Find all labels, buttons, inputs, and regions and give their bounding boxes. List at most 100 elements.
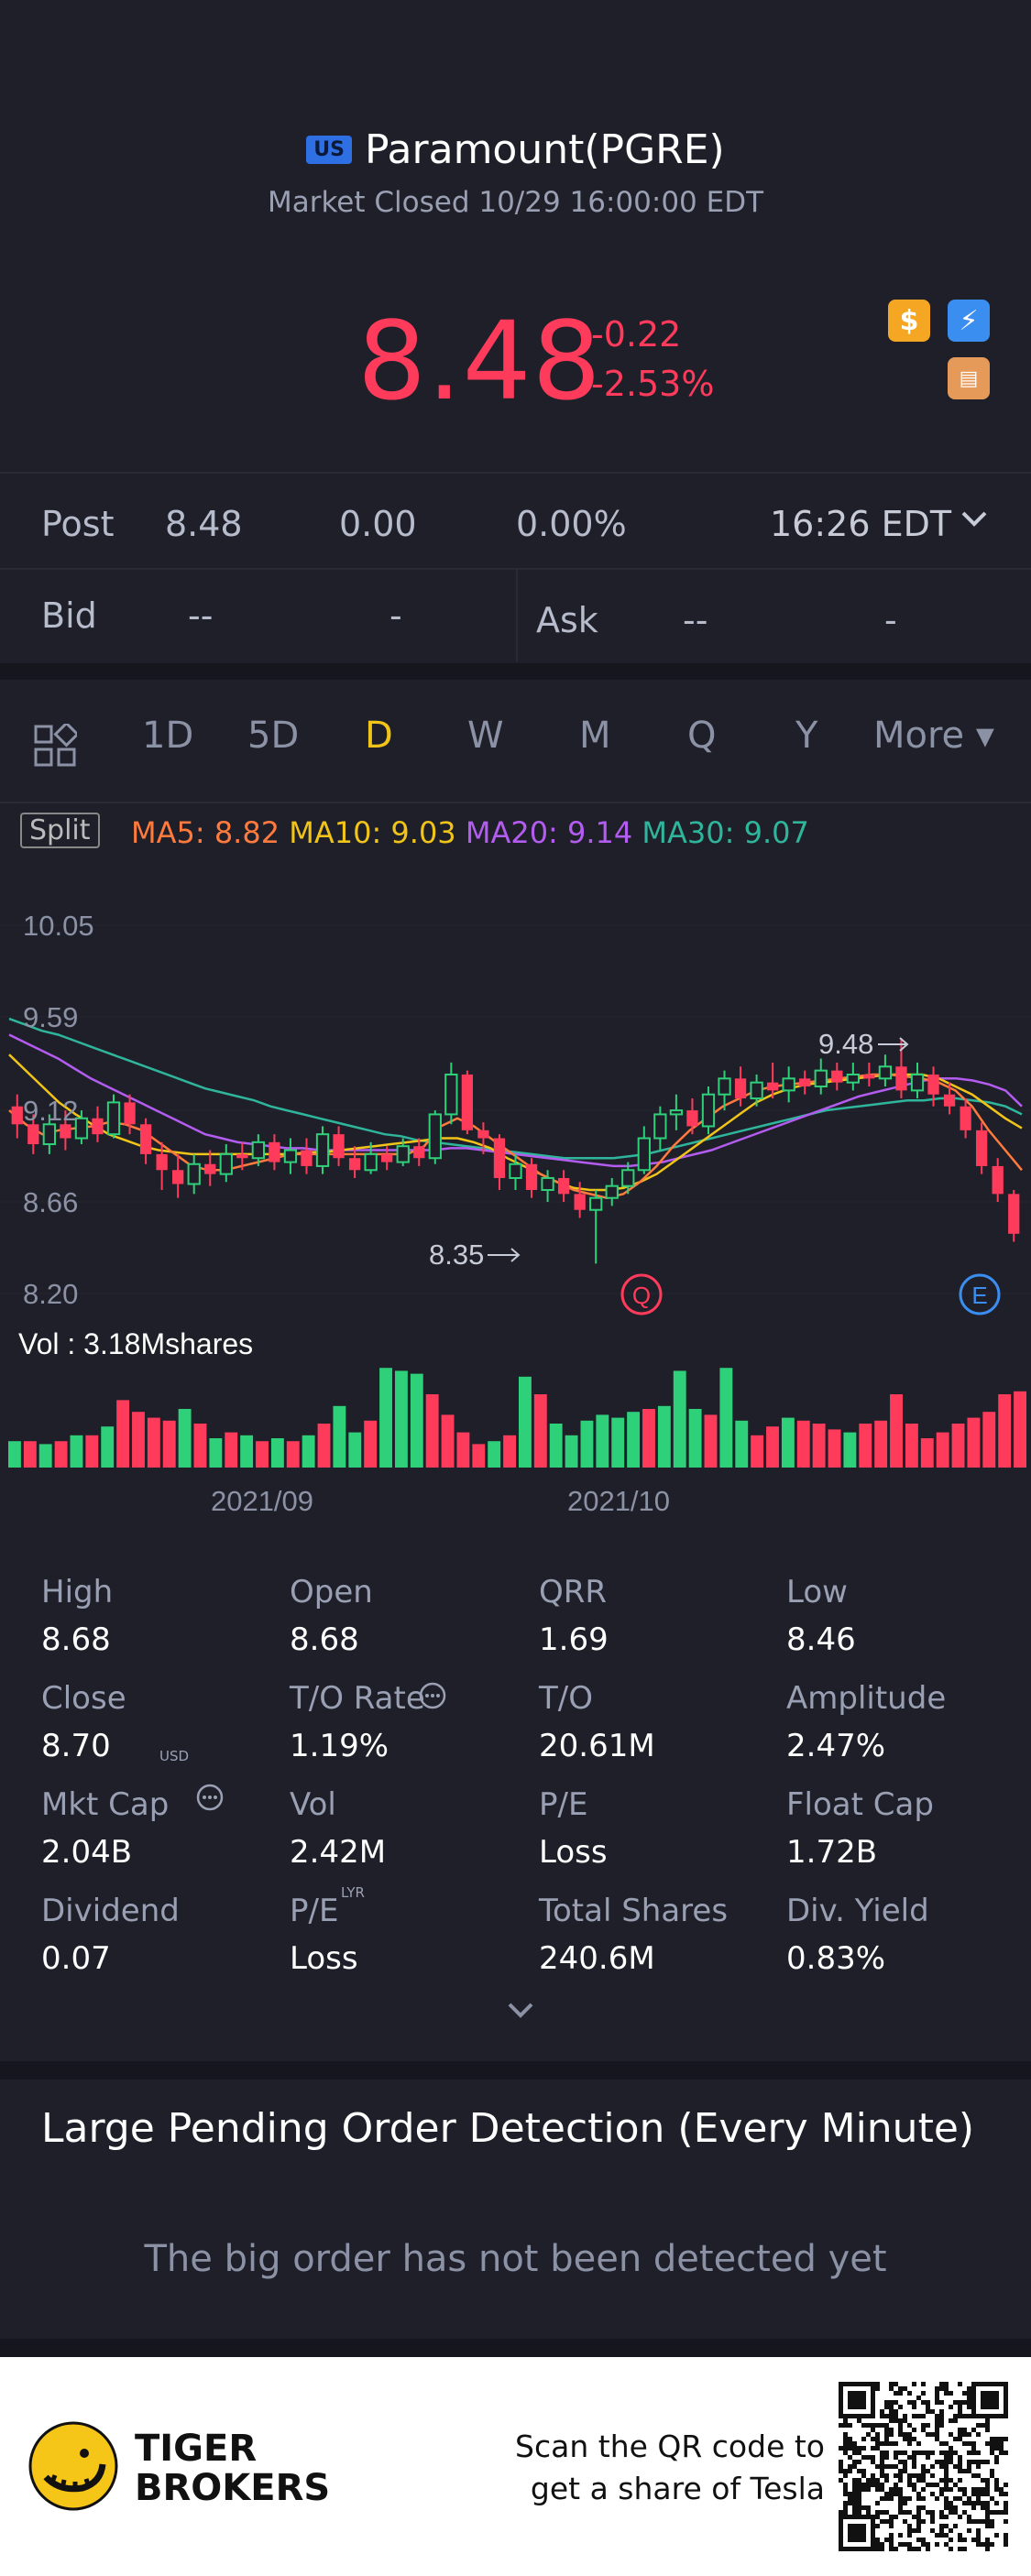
grid-icon[interactable] [33, 724, 77, 768]
candle [669, 1094, 684, 1130]
candle [60, 1110, 71, 1151]
ma30-label: MA30: 9.07 [642, 815, 809, 850]
volume-bar [270, 1438, 284, 1468]
volume-bar [54, 1441, 68, 1468]
candle [992, 1158, 1004, 1203]
candle [831, 1062, 843, 1091]
earnings-marker-e[interactable]: E [959, 1273, 1001, 1315]
volume-bar [209, 1438, 223, 1468]
y-tick-label: 10.05 [23, 910, 94, 942]
svg-text:Q: Q [632, 1282, 651, 1309]
stat-value: 0.83% [786, 1940, 886, 1977]
price-chart[interactable]: 10.05 9.59 9.12 8.66 8.20 9.48 8.35 Q E Vol … [0, 889, 1031, 1512]
volume-bar [23, 1441, 37, 1468]
bid-size: - [389, 595, 402, 636]
title-row: US Paramount(PGRE) [0, 117, 1031, 181]
volume-bar [317, 1424, 331, 1468]
candle [219, 1144, 233, 1183]
volume-bar [704, 1414, 718, 1468]
stat-value: 0.07 [41, 1940, 111, 1977]
candle [74, 1110, 89, 1145]
section-separator [0, 2061, 1031, 2079]
stat-label: T/O [539, 1680, 593, 1717]
candle [814, 1058, 828, 1095]
candle [686, 1098, 698, 1135]
more-info-icon[interactable] [418, 1681, 447, 1710]
volume-bar [302, 1435, 315, 1468]
tab-more[interactable]: More ▾ [873, 715, 994, 757]
post-time-selector[interactable]: 16:26 EDT [770, 504, 952, 544]
volume-bar [549, 1424, 563, 1468]
qr-code-icon[interactable] [839, 2382, 1008, 2551]
flash-icon[interactable]: ⚡ [948, 300, 990, 342]
candle [960, 1098, 971, 1139]
tab-year[interactable]: Y [795, 715, 818, 757]
y-tick-label: 8.20 [23, 1278, 78, 1310]
chevron-down-icon[interactable] [504, 1997, 537, 2025]
qr-caption-line2: get a share of Tesla [530, 2471, 825, 2506]
volume-bar [812, 1424, 826, 1468]
book-icon[interactable]: ▤ [948, 357, 990, 399]
volume-bar [936, 1432, 949, 1468]
tab-day[interactable]: D [365, 715, 393, 757]
volume-bar [441, 1414, 455, 1468]
volume-bar [333, 1405, 346, 1468]
stat-label: High [41, 1574, 114, 1610]
volume-bar [967, 1417, 981, 1468]
volume-bar [147, 1417, 160, 1468]
volume-bar [162, 1420, 176, 1468]
candle [910, 1062, 925, 1099]
candle [1008, 1190, 1020, 1242]
usd-superscript: USD [159, 1748, 190, 1764]
candle [348, 1146, 361, 1178]
bid-label: Bid [41, 595, 97, 636]
candle [750, 1074, 763, 1107]
stock-name: Paramount(PGRE) [365, 126, 725, 173]
post-change: 0.00 [339, 504, 417, 544]
volume-bar [627, 1412, 641, 1468]
empty-state-message: The big order has not been detected yet [144, 2238, 887, 2280]
high-label: 9.48 [818, 1028, 873, 1060]
candle [878, 1054, 893, 1087]
post-label: Post [41, 504, 115, 544]
chevron-down-icon[interactable] [958, 502, 991, 535]
tab-5d[interactable]: 5D [247, 715, 300, 757]
volume-bar [456, 1432, 470, 1468]
tab-1d[interactable]: 1D [142, 715, 194, 757]
low-annotation: 8.35 [429, 1239, 521, 1271]
volume-bar [796, 1420, 810, 1468]
tab-quarter[interactable]: Q [687, 715, 717, 757]
period-tabs: 1D 5D D W M Q Y More ▾ [0, 715, 1031, 779]
volume-bar [225, 1432, 238, 1468]
candle [27, 1114, 39, 1154]
qr-caption: Scan the QR code to [515, 2429, 825, 2464]
stat-label: Vol [290, 1786, 336, 1823]
tab-week[interactable]: W [467, 715, 504, 757]
candle [799, 1070, 811, 1095]
stat-label: Total Shares [539, 1893, 729, 1929]
ma10-label: MA10: 9.03 [289, 815, 456, 850]
candle [42, 1114, 56, 1154]
info-icon[interactable] [195, 1783, 225, 1812]
candle [589, 1190, 603, 1264]
candle [863, 1062, 875, 1087]
stat-value: Loss [539, 1834, 608, 1871]
earnings-marker-q[interactable]: Q [620, 1273, 663, 1315]
divider [0, 568, 1031, 570]
volume-bar [719, 1368, 733, 1468]
volume-bar [905, 1424, 918, 1468]
dollar-icon[interactable]: $ [888, 300, 930, 342]
volume-bar [580, 1420, 594, 1468]
divider [0, 802, 1031, 803]
section-separator [0, 2339, 1031, 2357]
ask-price: -- [683, 600, 708, 640]
y-tick-label: 8.66 [23, 1186, 78, 1218]
svg-text:E: E [971, 1282, 987, 1309]
split-toggle[interactable]: Split [20, 813, 100, 848]
volume-bar [859, 1424, 872, 1468]
stat-label: Float Cap [786, 1786, 934, 1823]
tab-month[interactable]: M [579, 715, 611, 757]
x-label-sep: 2021/09 [211, 1485, 313, 1512]
candle [269, 1134, 280, 1171]
candle [927, 1066, 939, 1107]
